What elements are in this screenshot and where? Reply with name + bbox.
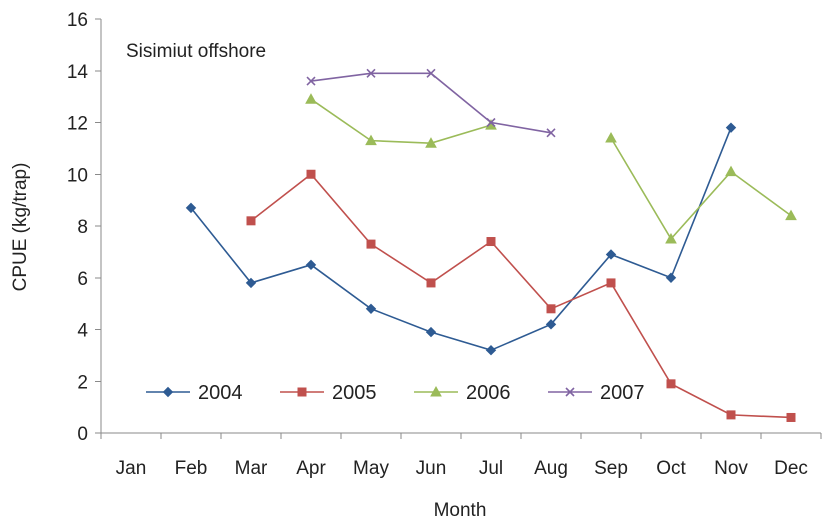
data-point-2006-Apr xyxy=(305,93,317,104)
data-point-2004-Oct xyxy=(665,272,677,283)
data-point-2004-Sep xyxy=(605,249,617,260)
legend-marker xyxy=(565,387,575,397)
data-point-2005-Aug xyxy=(546,304,556,314)
x-tick-label: Aug xyxy=(534,458,568,479)
legend-marker xyxy=(430,385,442,397)
y-tick-label: 12 xyxy=(67,114,88,135)
x-tick-label: Sep xyxy=(594,458,628,479)
marker-stroke xyxy=(306,76,316,86)
legend-item-2006: 2006 xyxy=(414,382,511,404)
data-point-2005-Oct xyxy=(666,379,676,389)
axes: 0 2 4 6 8 10 12 14 16 Jan Feb Mar Apr May Jun Jul Aug Sep… xyxy=(67,10,822,479)
x-tick-label: Feb xyxy=(175,458,208,479)
legend: 2004 2005 2006 2007 xyxy=(146,382,645,404)
series-2004 xyxy=(185,122,737,356)
series-2005 xyxy=(246,169,796,422)
legend-label: 2005 xyxy=(332,382,377,404)
legend-label: 2004 xyxy=(198,382,243,404)
y-tick-label: 10 xyxy=(67,165,88,186)
y-tick-label: 6 xyxy=(77,269,88,290)
x-tick-label: Jun xyxy=(416,458,447,479)
y-axis-title: CPUE (kg/trap) xyxy=(10,163,31,292)
data-point-2004-May xyxy=(365,303,377,315)
y-tick-label: 0 xyxy=(77,424,88,445)
data-point-2006-Oct xyxy=(665,232,677,244)
y-tick-label: 8 xyxy=(77,217,88,238)
x-tick-label: Mar xyxy=(235,458,268,479)
y-tick-label: 4 xyxy=(77,321,88,342)
legend-item-2005: 2005 xyxy=(280,382,377,404)
data-point-2007-Jul xyxy=(486,117,496,128)
data-point-2006-Sep xyxy=(605,131,617,143)
x-tick-label: May xyxy=(353,458,389,479)
x-tick-label: Jul xyxy=(479,458,503,479)
marker-stroke xyxy=(565,387,575,397)
legend-label: 2006 xyxy=(466,382,511,404)
y-tick-label: 2 xyxy=(77,372,88,393)
legend-item-2007: 2007 xyxy=(548,382,645,404)
data-point-2006-Jun xyxy=(425,137,437,148)
data-point-2005-Jun xyxy=(426,278,436,288)
x-tick-label: Oct xyxy=(656,458,686,479)
data-point-2004-Jun xyxy=(425,326,437,338)
x-tick-label: Apr xyxy=(296,458,326,479)
legend-marker xyxy=(297,387,307,397)
data-point-2004-Feb xyxy=(185,202,197,214)
data-point-2007-Jun xyxy=(426,68,436,78)
data-point-2004-Aug xyxy=(545,319,557,330)
series-2007 xyxy=(306,68,556,138)
chart-annotation: Sisimiut offshore xyxy=(126,41,266,62)
data-point-2006-May xyxy=(365,134,377,146)
data-point-2005-May xyxy=(366,239,376,249)
x-tick-label: Jan xyxy=(116,458,147,479)
data-point-2004-Nov xyxy=(725,122,737,133)
y-tick-label: 16 xyxy=(67,10,88,31)
data-point-2004-Apr xyxy=(305,259,317,271)
data-point-2004-Jul xyxy=(485,344,497,356)
marker-stroke xyxy=(366,68,376,78)
marker-stroke xyxy=(546,128,556,138)
data-point-2005-Dec xyxy=(786,412,796,422)
data-point-2007-Apr xyxy=(306,76,316,86)
y-tick-label: 14 xyxy=(67,62,89,83)
series-2006 xyxy=(305,93,797,244)
data-point-2006-Dec xyxy=(785,209,797,221)
x-tick-label: Nov xyxy=(714,458,748,479)
series-line-2005 xyxy=(250,173,792,419)
series-line-2006 xyxy=(610,137,792,241)
series-line-2004 xyxy=(190,127,732,352)
data-point-2005-Apr xyxy=(306,169,316,179)
data-point-2005-Nov xyxy=(726,410,736,420)
x-axis-title: Month xyxy=(434,500,487,521)
legend-item-2004: 2004 xyxy=(146,382,243,404)
legend-label: 2007 xyxy=(600,382,645,404)
legend-marker xyxy=(162,386,174,398)
data-point-2005-Mar xyxy=(246,216,256,226)
series-line-2006 xyxy=(310,98,492,145)
data-point-2007-May xyxy=(366,68,376,78)
marker-stroke xyxy=(426,68,436,78)
data-point-2004-Mar xyxy=(245,277,257,289)
data-point-2006-Nov xyxy=(725,165,737,177)
series-layer xyxy=(185,68,797,422)
marker-stroke xyxy=(486,117,496,128)
data-point-2007-Aug xyxy=(546,128,556,138)
data-point-2005-Jul xyxy=(486,237,496,247)
data-point-2005-Sep xyxy=(606,278,616,288)
x-tick-label: Dec xyxy=(774,458,808,479)
